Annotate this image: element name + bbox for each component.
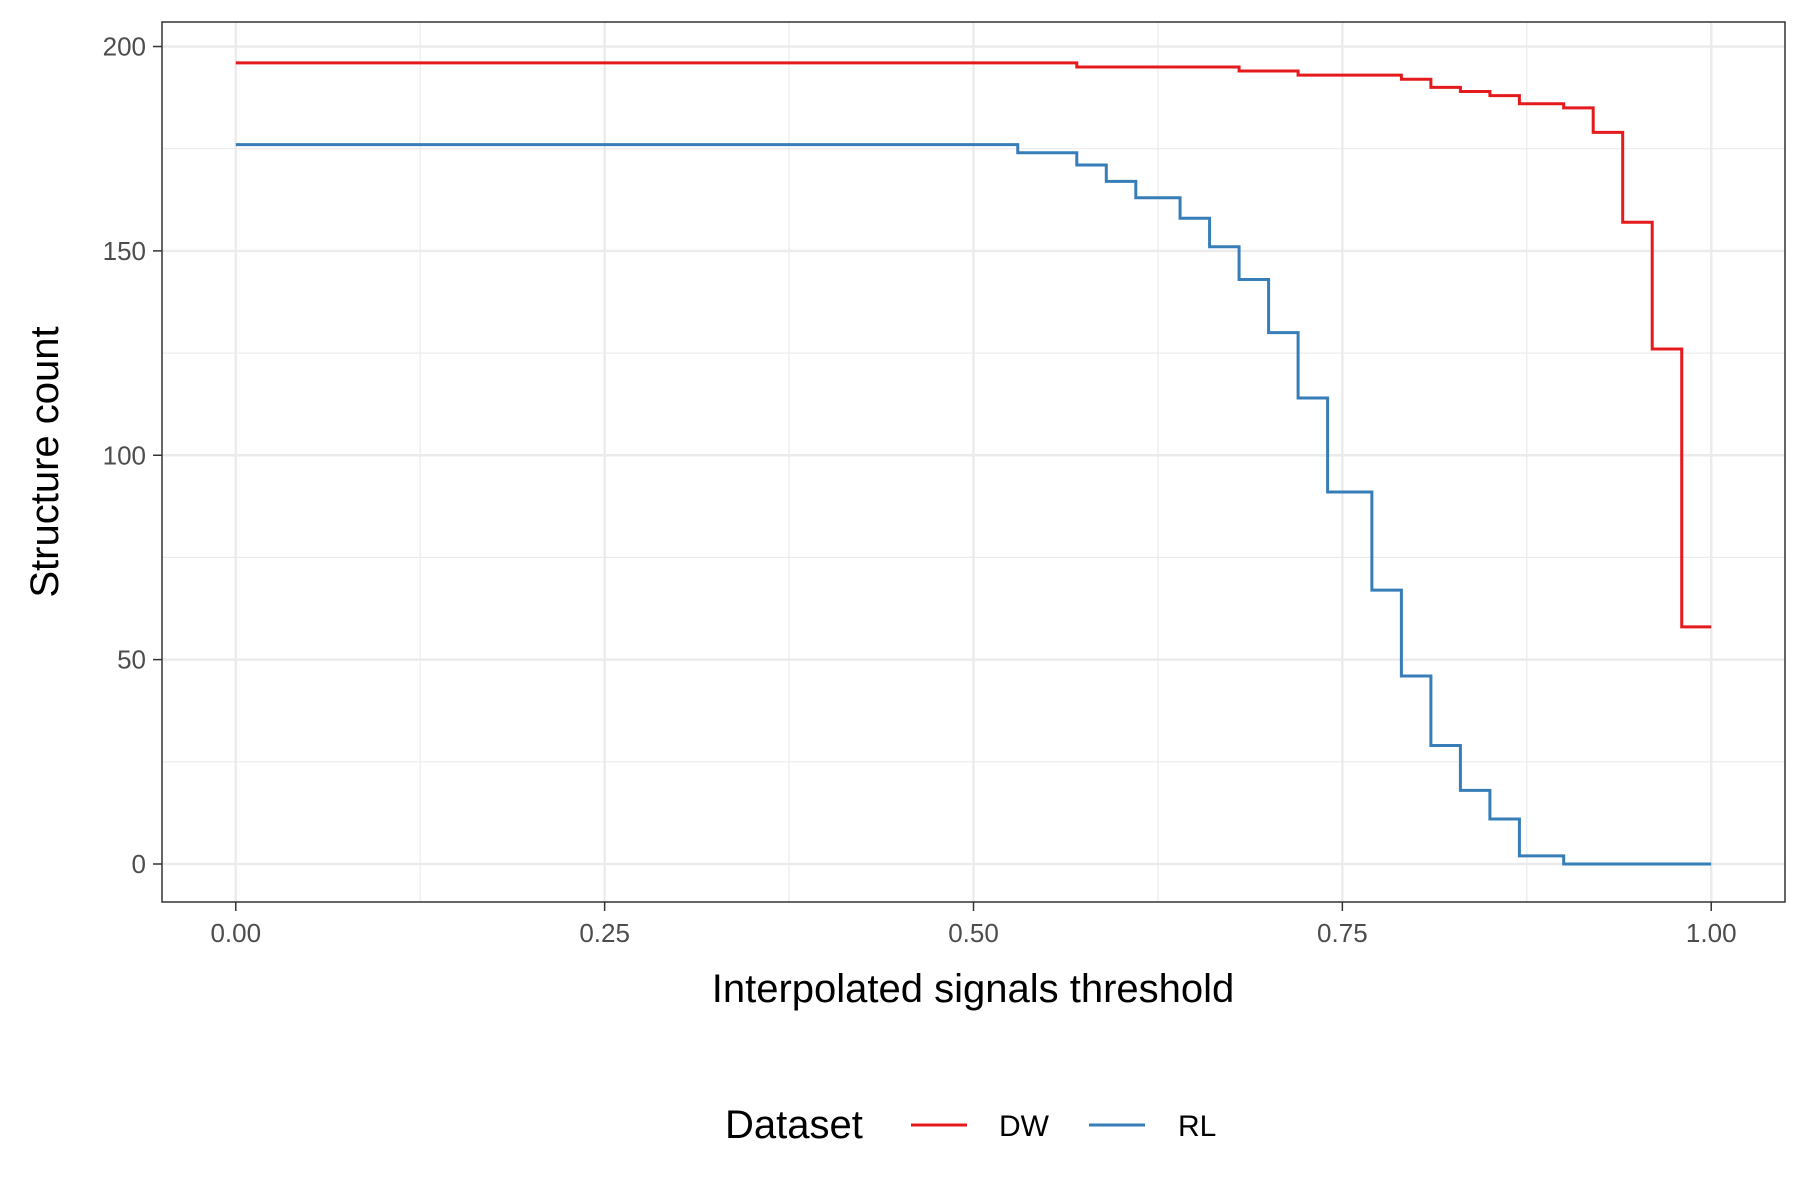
x-axis: 0.00 0.25 0.50 0.75 1.00 [210,902,1737,948]
series-line-dw [235,61,1712,629]
major-gridlines [162,22,1785,902]
legend-label-rl: RL [1178,1110,1216,1143]
y-tick-label: 50 [117,645,146,675]
x-tick-label: 0.75 [1317,918,1368,948]
legend-title: Dataset [725,1103,863,1147]
y-tick-label: 200 [103,32,146,62]
x-tick-label: 0.00 [210,918,261,948]
x-axis-title: Interpolated signals threshold [712,967,1235,1011]
x-tick-label: 1.00 [1686,918,1737,948]
y-axis-title: Structure count [23,326,67,597]
y-tick-label: 100 [103,440,146,470]
x-tick-label: 0.25 [579,918,630,948]
series-line-rl [235,143,1712,866]
legend: Dataset DW RL [725,1103,1216,1147]
legend-label-dw: DW [999,1110,1050,1143]
y-tick-label: 150 [103,236,146,266]
y-axis: 0 50 100 150 200 [103,32,162,879]
series-lines [235,61,1712,866]
y-tick-label: 0 [132,849,146,879]
x-tick-label: 0.50 [948,918,999,948]
